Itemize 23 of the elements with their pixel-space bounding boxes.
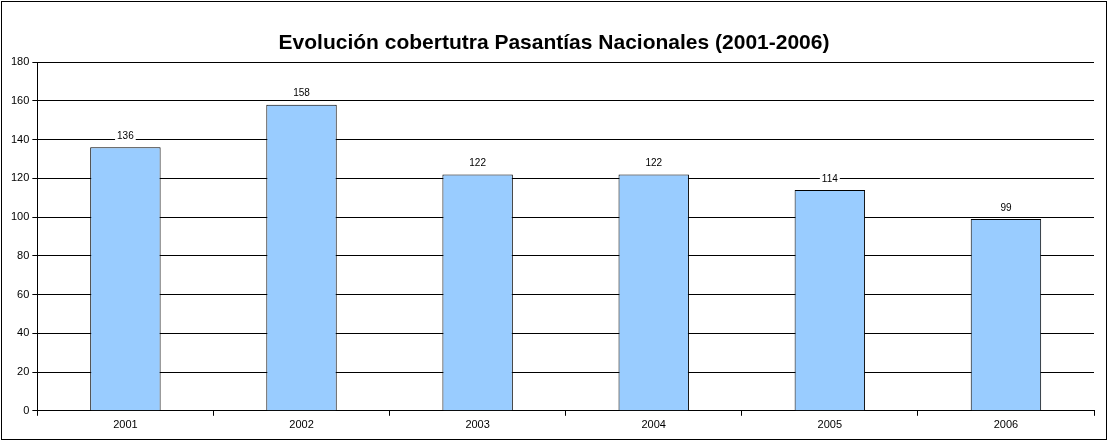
x-tick-label: 2002 — [289, 418, 314, 431]
data-label: 136 — [117, 130, 135, 142]
y-tick-label: 60 — [17, 287, 30, 300]
x-tick-label: 2005 — [817, 418, 843, 431]
chart-title: Evolución cobertutra Pasantías Nacionales (2001-2006) — [277, 30, 831, 54]
x-tick-label: 2003 — [465, 418, 490, 431]
y-tick-label: 40 — [17, 326, 30, 339]
data-label: 114 — [821, 172, 839, 184]
y-tick-label: 100 — [10, 210, 30, 223]
data-label: 122 — [469, 157, 487, 169]
x-tick-label: 2004 — [641, 418, 666, 431]
y-tick-label: 160 — [10, 93, 30, 106]
data-label: 122 — [645, 157, 663, 169]
x-tick-label: 2001 — [113, 418, 138, 431]
y-tick-label: 0 — [23, 403, 30, 416]
y-tick-label: 20 — [17, 365, 30, 378]
y-tick-label: 120 — [10, 171, 30, 184]
data-label: 158 — [293, 87, 311, 99]
y-tick-label: 140 — [10, 132, 30, 145]
y-tick-label: 80 — [17, 248, 30, 261]
data-label: 99 — [1000, 201, 1012, 213]
x-tick-label: 2006 — [993, 418, 1019, 431]
y-tick-label: 180 — [10, 55, 30, 68]
